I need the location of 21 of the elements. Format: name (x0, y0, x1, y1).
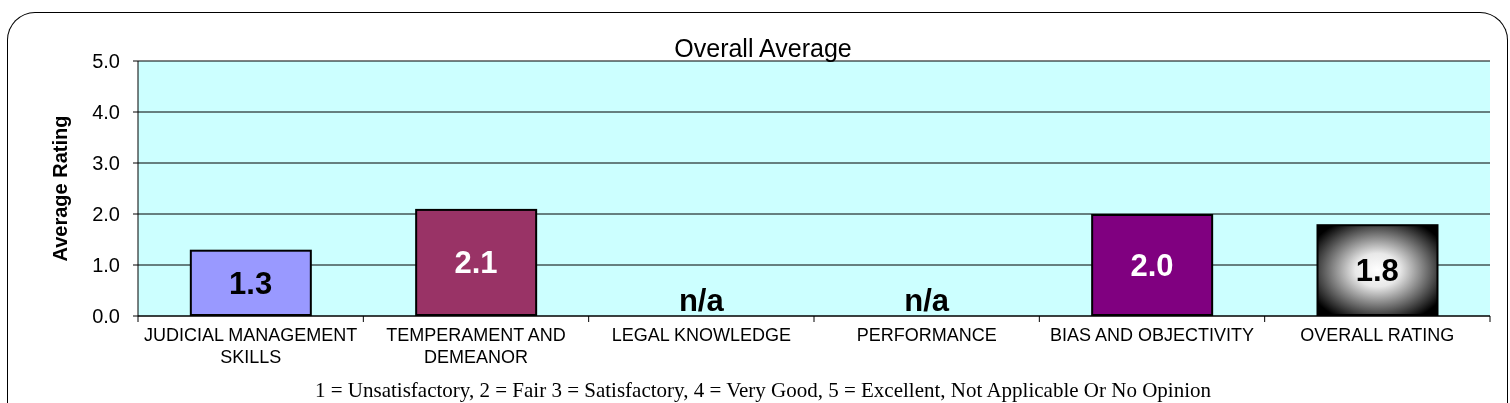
y-tick-label: 4.0 (92, 101, 120, 124)
y-tick-label: 5.0 (92, 50, 120, 73)
data-label: 1.8 (1355, 253, 1399, 289)
data-label: 2.1 (454, 245, 498, 281)
x-tick-label: LEGAL KNOWLEDGE (611, 324, 792, 345)
y-axis-title: Average Rating (49, 115, 71, 262)
y-tick-label: 3.0 (92, 152, 120, 175)
x-tick-label: PERFORMANCE (856, 324, 997, 345)
text: n/a (678, 283, 724, 318)
y-tick-label: 0.0 (92, 305, 120, 328)
data-label: 2.0 (1130, 248, 1174, 283)
y-tick-label: 1.0 (92, 254, 120, 277)
text: n/a (904, 283, 950, 318)
data-label: 1.3 (229, 265, 273, 301)
x-tick-label: BIAS AND OBJECTIVITY (1049, 324, 1255, 345)
x-tick-label: TEMPERAMENT AND DEMEANOR (386, 324, 566, 367)
x-tick-label: JUDICIAL MANAGEMENT SKILLS (143, 324, 358, 367)
text: 1 = Unsatisfactory, 2 = Fair 3 = Satisfactory, 4 = Very Good, 5 = Excellent, Not Applicable Or No Opinion (315, 378, 1212, 402)
chart-title: Overall Average (674, 34, 852, 62)
y-tick-label: 2.0 (92, 203, 120, 226)
x-tick-label: OVERALL RATING (1300, 324, 1455, 345)
